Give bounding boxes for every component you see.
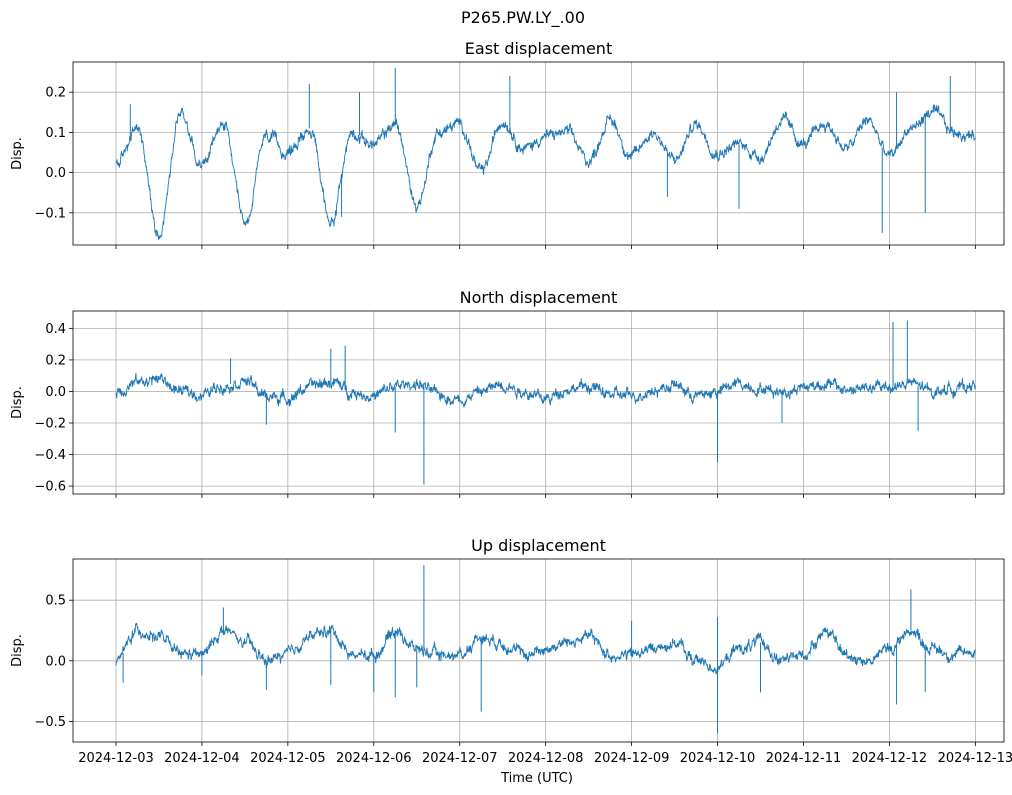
subplot-2: −0.6 −0.4 −0.2 0.0 0.2 0.4 North displacement D… (10, 288, 1005, 498)
axes-frame (72, 61, 1005, 246)
y-tick-label: 0.0 (45, 385, 66, 400)
axes-frame (72, 558, 1005, 743)
y-axis-label: Disp. (10, 137, 25, 170)
series-line (115, 372, 976, 408)
x-tick-label: 2024-12-13 (938, 751, 1012, 766)
x-tick-label: 2024-12-07 (422, 751, 498, 766)
y-tick-label: 0.0 (45, 654, 66, 669)
subplot-title: North displacement (460, 288, 618, 307)
series-line (115, 104, 976, 240)
x-tick-label: 2024-12-11 (766, 751, 842, 766)
y-tick-label: −0.1 (34, 206, 66, 221)
y-tick-label: 0.1 (45, 126, 66, 141)
y-tick-label: 0.0 (45, 166, 66, 181)
subplot-title: Up displacement (471, 536, 606, 555)
subplot-3: 2024-12-03 2024-12-04 2024-12-05 2024-12-06… (10, 536, 1012, 766)
x-tick-label: 2024-12-08 (508, 751, 584, 766)
y-tick-label: 0.4 (45, 322, 66, 337)
x-tick-label: 2024-12-09 (594, 751, 670, 766)
figure-suptitle: P265.PW.LY_.00 (461, 8, 585, 28)
y-tick-label: 0.2 (45, 86, 66, 101)
y-tick-label: −0.6 (34, 480, 66, 495)
y-axis-label: Disp. (10, 634, 25, 667)
y-tick-label: −0.5 (34, 715, 66, 730)
y-tick-label: −0.4 (34, 448, 66, 463)
x-tick-label: 2024-12-10 (680, 751, 756, 766)
x-tick-label: 2024-12-12 (852, 751, 928, 766)
y-tick-label: 0.2 (45, 353, 66, 368)
axes-frame (72, 310, 1005, 495)
x-tick-label: 2024-12-06 (336, 751, 412, 766)
x-axis-label: Time (UTC) (500, 771, 573, 786)
x-tick-label: 2024-12-03 (78, 751, 154, 766)
x-tick-label: 2024-12-04 (164, 751, 240, 766)
subplot-title: East displacement (465, 39, 612, 58)
x-tick-label: 2024-12-05 (250, 751, 326, 766)
subplot-1: −0.1 0.0 0.1 0.2 East displacement Disp. (10, 39, 1005, 249)
series-line (115, 622, 976, 675)
y-tick-label: 0.5 (45, 594, 66, 609)
y-axis-label: Disp. (10, 386, 25, 419)
y-tick-label: −0.2 (34, 417, 66, 432)
